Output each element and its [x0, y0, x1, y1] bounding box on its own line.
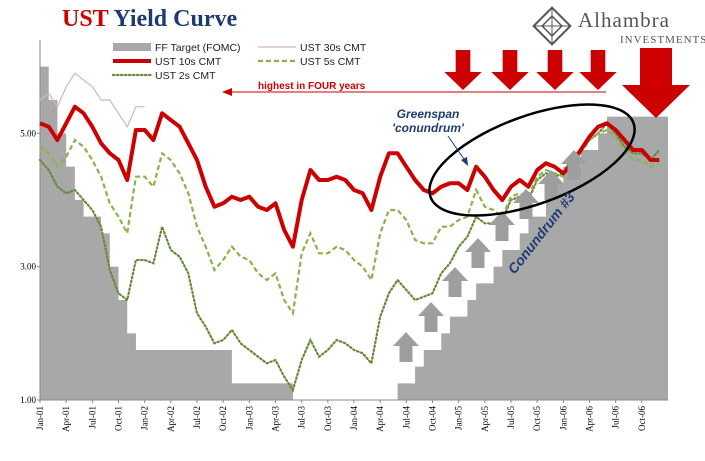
x-tick-label: Apr-03: [271, 406, 281, 432]
gray-up-arrow: [561, 150, 587, 180]
greenspan-pointer-head: [461, 157, 468, 166]
red-down-arrow: [491, 50, 529, 90]
ff-target-area: [40, 40, 668, 400]
greenspan-label-line2: 'conundrum': [392, 121, 465, 135]
title-part2: Yield Curve: [113, 6, 238, 32]
logo-name: Alhambra: [578, 8, 670, 32]
y-tick-label: 5.00: [20, 128, 36, 138]
red-down-arrow: [536, 50, 574, 90]
greenspan-label-line1: Greenspan: [397, 107, 460, 121]
series-line-t10: [39, 104, 660, 249]
diamond-logo-icon: [532, 6, 572, 46]
x-tick-label: Oct-06: [637, 406, 647, 431]
x-tick-label: Oct-03: [323, 406, 333, 431]
x-tick-label: Jan-05: [454, 406, 464, 430]
x-tick-label: Jan-03: [244, 406, 254, 430]
gray-up-arrow: [418, 302, 444, 332]
chart-title: UST Yield Curve: [62, 6, 237, 33]
gray-up-arrow: [538, 170, 564, 200]
x-tick-label: Oct-04: [428, 406, 438, 431]
x-tick-label: Oct-01: [114, 406, 124, 431]
series-line-t30: [39, 72, 145, 128]
legend-label-ff: FF Target (FOMC): [155, 42, 241, 54]
y-tick-label: 1.00: [20, 395, 36, 405]
x-tick-label: Jul-01: [87, 406, 97, 429]
gray-up-arrow: [393, 332, 419, 362]
x-tick-label: Jul-04: [401, 406, 411, 429]
x-tick-label: Jul-03: [297, 406, 307, 429]
y-tick-label: 3.00: [20, 262, 36, 272]
x-tick-label: Oct-05: [532, 406, 542, 431]
gray-up-arrow: [489, 211, 515, 241]
red-down-arrow: [444, 50, 482, 90]
title-part1: UST: [62, 6, 109, 32]
legend-label-t2: UST 2s CMT: [155, 70, 216, 82]
x-tick-label: Jul-02: [192, 406, 202, 429]
x-tick-label: Apr-04: [375, 406, 385, 432]
conundrum-ellipse: [428, 103, 636, 217]
alhambra-logo: Alhambra INVESTMENTS: [530, 4, 705, 48]
x-tick-label: Apr-01: [61, 406, 71, 432]
x-tick-label: Jan-06: [558, 406, 568, 430]
logo-sub: INVESTMENTS: [620, 34, 705, 46]
x-tick-label: Jan-02: [140, 406, 150, 430]
x-tick-label: Jan-01: [35, 406, 45, 430]
x-tick-label: Jan-04: [349, 406, 359, 430]
greenspan-pointer: [447, 135, 467, 163]
x-tick-label: Jul-05: [506, 406, 516, 429]
highest-label: highest in FOUR years: [258, 81, 366, 92]
legend-swatch-ff: [113, 43, 151, 51]
x-tick-label: Oct-02: [218, 406, 228, 431]
gray-up-arrow: [513, 189, 539, 219]
x-tick-label: Apr-02: [166, 406, 176, 432]
red-down-arrow: [579, 50, 617, 90]
x-tick-label: Apr-06: [585, 406, 595, 432]
big-red-down-arrow: [622, 48, 690, 118]
x-tick-label: Apr-05: [480, 406, 490, 432]
gray-up-arrow: [465, 238, 491, 268]
series-line-t5: [39, 128, 660, 317]
legend-label-t30: UST 30s CMT: [300, 42, 367, 54]
highest-arrowhead: [222, 88, 232, 96]
x-tick-label: Jul-06: [611, 406, 621, 429]
legend-label-t5: UST 5s CMT: [300, 56, 361, 68]
legend-label-t10: UST 10s CMT: [155, 56, 222, 68]
gray-up-arrow: [442, 267, 468, 297]
